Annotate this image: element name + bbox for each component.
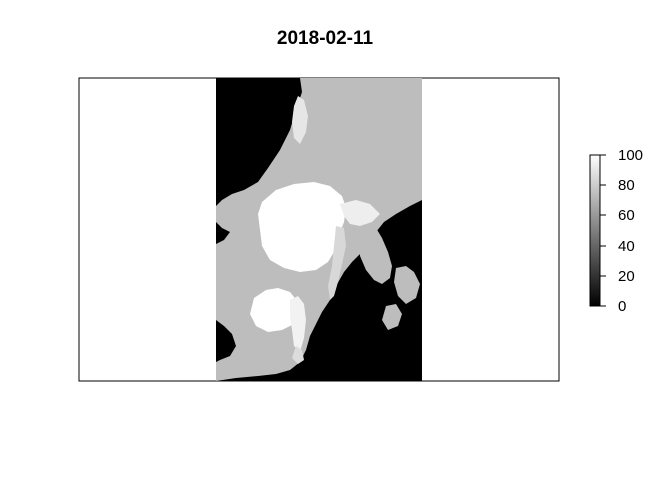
ice-greenland-edge xyxy=(328,226,346,300)
colorbar-tick-40: 40 xyxy=(618,238,635,255)
ice-arctic-pack xyxy=(258,182,346,272)
ice-baffin xyxy=(290,296,306,352)
colorbar-tick-100: 100 xyxy=(618,147,643,164)
map-title: 2018-02-11 xyxy=(276,28,374,49)
colorbar-tick-0: 0 xyxy=(618,298,626,315)
land-britain xyxy=(382,304,402,330)
colorbar-gradient xyxy=(589,154,601,307)
sea-ice-raster xyxy=(216,78,422,381)
open-water-bering xyxy=(216,222,230,244)
open-water-pacific xyxy=(216,78,302,206)
colorbar: 0 20 40 60 80 100 xyxy=(589,147,643,315)
ice-barents xyxy=(340,200,380,226)
colorbar-tick-20: 20 xyxy=(618,268,635,285)
ice-canadian xyxy=(250,288,300,332)
open-water-hudson xyxy=(216,320,236,362)
ice-hudson-strip xyxy=(292,346,304,364)
land-baltic xyxy=(394,266,420,304)
colorbar-tick-80: 80 xyxy=(618,177,635,194)
colorbar-tick-60: 60 xyxy=(618,207,635,224)
land-norway xyxy=(358,226,392,284)
ice-okhotsk xyxy=(292,96,308,144)
